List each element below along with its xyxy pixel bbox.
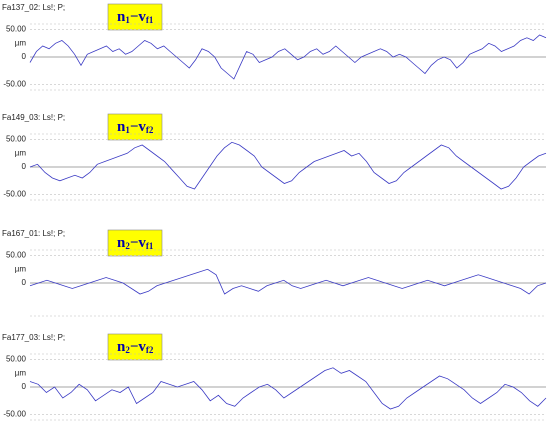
y-tick-label: -50.00 (3, 410, 26, 419)
annotation-part: 2 (125, 345, 130, 355)
y-tick-label: 50.00 (6, 355, 27, 364)
annotation-part: n (117, 9, 126, 25)
annotation-part: 2 (125, 241, 130, 251)
y-tick-label: 0 (22, 162, 27, 171)
y-axis-label: µm (15, 148, 27, 157)
annotation-part: f1 (146, 15, 154, 25)
y-tick-label: 0 (22, 382, 27, 391)
annotation: n1−vf1 (117, 9, 154, 25)
annotation-part: n (117, 119, 126, 135)
profile-line (29, 367, 547, 410)
annotation-part: n (117, 235, 126, 251)
annotation: n2−vf1 (117, 235, 154, 251)
annotation-part: −v (130, 9, 147, 25)
profile-line (29, 268, 547, 295)
annotation-part: 1 (125, 15, 130, 25)
y-tick-label: 50.00 (6, 251, 27, 260)
y-axis-label: µm (15, 264, 27, 273)
profile-line (29, 34, 547, 80)
annotation: n2−vf2 (117, 339, 154, 355)
panel-title: Fa167_01: Ls!; P; (2, 229, 65, 238)
annotation-part: f2 (146, 345, 154, 355)
annotation-part: f1 (146, 241, 154, 251)
annotation-part: 1 (125, 125, 130, 135)
annotation-part: −v (130, 339, 147, 355)
panel-title: Fa177_03: Ls!; P; (2, 333, 65, 342)
profile-panel: Fa137_02: Ls!; P; n1−vf1 50.00 0 -50.00 µm (2, 3, 547, 91)
annotation-box (107, 113, 163, 141)
annotation-box (107, 333, 163, 361)
annotation-part: −v (130, 235, 147, 251)
y-tick-label: 50.00 (6, 25, 27, 34)
panel-title: Fa149_03: Ls!; P; (2, 113, 65, 122)
annotation: n1−vf2 (117, 119, 154, 135)
y-tick-label: 50.00 (6, 135, 27, 144)
y-axis-label: µm (15, 38, 27, 47)
y-tick-label: -50.00 (3, 190, 26, 199)
profile-panel: Fa149_03: Ls!; P; n1−vf2 50.00 0 -50.00 µm (2, 113, 547, 201)
annotation-box (107, 229, 163, 257)
annotation-box (107, 3, 163, 31)
panel-title: Fa137_02: Ls!; P; (2, 3, 65, 12)
profile-panel: Fa177_03: Ls!; P; n2−vf2 50.00 0 -50.00 µm (2, 333, 547, 421)
annotation-part: −v (130, 119, 147, 135)
y-axis-label: µm (15, 368, 27, 377)
annotation-part: f2 (146, 125, 154, 135)
y-tick-label: 0 (22, 278, 27, 287)
y-tick-label: -50.00 (3, 80, 26, 89)
y-tick-label: 0 (22, 52, 27, 61)
profile-panel: Fa167_01: Ls!; P; n2−vf1 50.00 0 µm (2, 229, 547, 317)
annotation-part: n (117, 339, 126, 355)
profile-line (29, 141, 547, 190)
